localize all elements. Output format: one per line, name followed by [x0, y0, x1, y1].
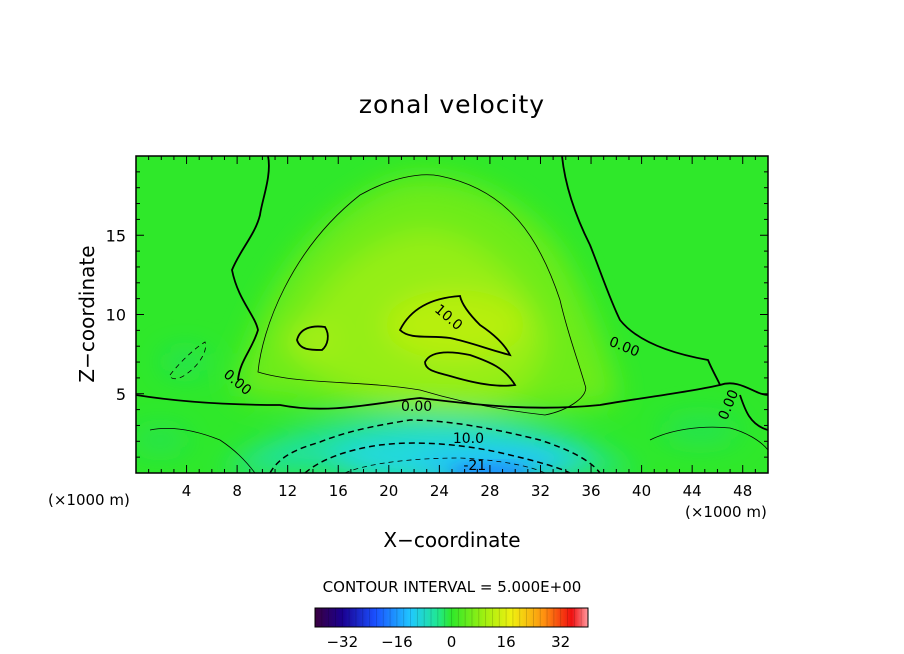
- y-axis: 5 10 15: [106, 155, 768, 474]
- x-tick-label: 12: [278, 482, 297, 500]
- colorbar-tick-label: −16: [381, 633, 413, 651]
- colorbar-tick-label: 16: [497, 633, 516, 651]
- x-tick-label: 16: [329, 482, 348, 500]
- colorbar-tick-label: 32: [551, 633, 570, 651]
- y-tick-label: 15: [106, 226, 126, 245]
- x-tick-label: 32: [531, 482, 550, 500]
- contour-label: 10.0: [453, 431, 484, 447]
- x-tick-label: 8: [232, 482, 242, 500]
- x-tick-label: 20: [379, 482, 398, 500]
- y-axis-label: Z−coordinate: [75, 245, 99, 382]
- plot-area: [136, 156, 768, 473]
- colorbar: −32 −16 0 16 32: [314, 607, 589, 651]
- chart-title: zonal velocity: [359, 90, 545, 119]
- contour-interval-text: CONTOUR INTERVAL = 5.000E+00: [323, 578, 582, 596]
- colorbar-tick-label: −32: [326, 633, 358, 651]
- colorbar-segments: [314, 608, 589, 627]
- contour-label: -21: [463, 458, 486, 474]
- field-shading: [136, 176, 740, 473]
- colorbar-tick-label: 0: [447, 633, 457, 651]
- x-tick-label: 48: [733, 482, 752, 500]
- y-tick-label: 10: [106, 306, 126, 325]
- colorbar-frame: [314, 607, 589, 628]
- x-tick-label: 36: [581, 482, 600, 500]
- colorbar-gradient: [315, 608, 588, 627]
- x-tick-label: 40: [632, 482, 651, 500]
- contour-lines: [136, 156, 768, 473]
- x-tick-label: 4: [182, 482, 192, 500]
- x-tick-label: 28: [480, 482, 499, 500]
- x-unit-left: (×1000 m): [48, 491, 130, 509]
- x-axis: 4 8 12 16 20 24 28 32 36 40 44 48: [135, 156, 769, 500]
- x-tick-label: 24: [430, 482, 449, 500]
- y-tick-label: 5: [116, 385, 126, 404]
- x-unit-right: (×1000 m): [685, 503, 767, 521]
- contour-label: 0.00: [401, 399, 432, 415]
- colorbar-ticks: −32 −16 0 16 32: [326, 633, 570, 651]
- x-tick-label: 44: [683, 482, 702, 500]
- x-axis-label: X−coordinate: [383, 528, 520, 552]
